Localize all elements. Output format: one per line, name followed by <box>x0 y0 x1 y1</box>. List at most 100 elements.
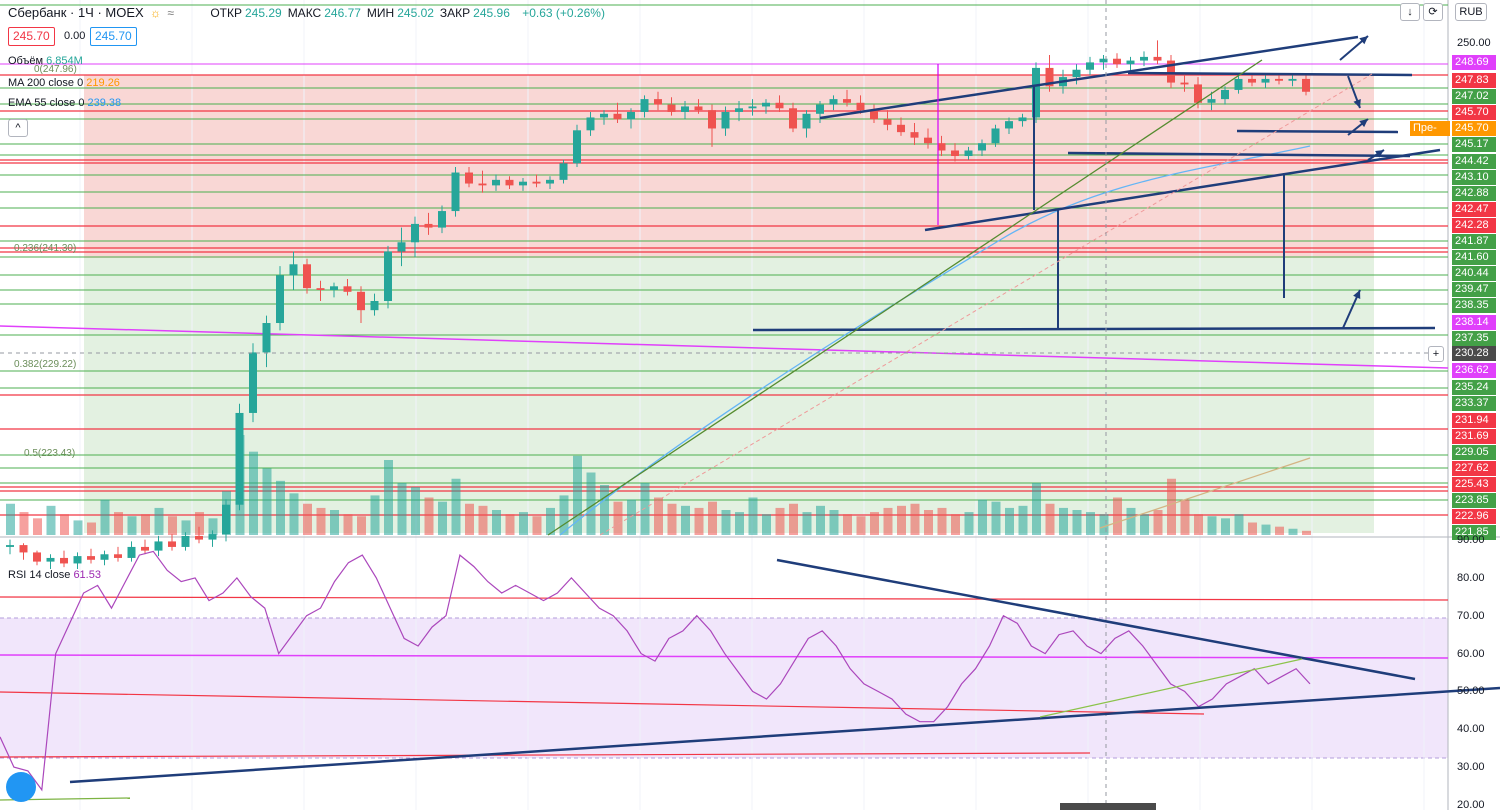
dashed-trendline <box>599 73 1373 536</box>
volume-bar <box>1248 522 1257 535</box>
candle-body <box>478 183 487 186</box>
volume-bar <box>1167 478 1176 535</box>
rsi-band <box>0 618 1448 758</box>
plus-icon[interactable]: + <box>1428 346 1444 362</box>
fib-label-0236: 0.236(241.30) <box>14 243 77 254</box>
price-scale-label: 225.43 <box>1452 477 1496 492</box>
price-scale-label: 247.02 <box>1452 89 1496 104</box>
volume-bar <box>276 480 285 535</box>
volume-bar <box>384 460 393 535</box>
ask-price[interactable]: 245.70 <box>90 27 137 46</box>
ema-line <box>559 145 1311 536</box>
arrow-head <box>1359 119 1368 128</box>
ema-legend[interactable]: EMA 55 close 0 239.38 <box>8 97 121 109</box>
candle-body <box>937 143 946 151</box>
volume-bar <box>1018 505 1028 535</box>
candle-body <box>667 104 676 112</box>
candle-body <box>978 143 986 151</box>
volume-bar <box>505 514 515 535</box>
price-scale-label: 230.28 <box>1452 346 1496 361</box>
volume-bar <box>600 485 609 535</box>
candle-body <box>181 535 190 547</box>
tradingview-logo-icon[interactable] <box>6 772 36 802</box>
premarket-tag: Пре- <box>1410 121 1450 136</box>
symbol-title[interactable]: Сбербанк · 1Ч · MOEX <box>8 5 144 20</box>
candle-body <box>748 106 757 109</box>
volume-bar <box>73 520 83 535</box>
volume-bar <box>492 510 501 535</box>
volume-bar <box>411 487 420 535</box>
candle-body <box>384 251 392 301</box>
price-scale-label: 245.70 <box>1452 105 1496 120</box>
candle-body <box>235 412 244 505</box>
candle-body <box>600 113 608 118</box>
candle-body <box>532 181 541 184</box>
ma-legend[interactable]: MA 200 close 0 219.26 <box>8 77 120 89</box>
volume-bar <box>208 518 218 535</box>
scroll-down-icon[interactable]: ↓ <box>1400 3 1420 21</box>
fib-zone-upper <box>84 75 1374 258</box>
price-scale-label: 240.44 <box>1452 266 1496 281</box>
ema-label: EMA 55 close 0 <box>8 97 85 109</box>
volume-bar <box>438 501 447 535</box>
candle-body <box>586 117 595 131</box>
rsi-scale-label: 50.00 <box>1457 685 1485 698</box>
volume-bar <box>1005 507 1014 535</box>
volume-bar <box>1045 503 1055 535</box>
volume-bar <box>397 482 407 535</box>
volume-bar <box>762 514 771 535</box>
price-scale-label: 241.60 <box>1452 250 1496 265</box>
reset-scale-icon[interactable]: ⟳ <box>1423 3 1443 21</box>
rsi-label: RSI 14 close <box>8 569 71 581</box>
price-scale-label: 221.85 <box>1452 525 1496 540</box>
rsi-legend[interactable]: RSI 14 close 61.53 <box>8 569 101 581</box>
green-trendline <box>547 59 1263 536</box>
currency-button[interactable]: RUB <box>1455 3 1487 21</box>
arrow-head <box>1375 150 1384 158</box>
volume-bar <box>1261 524 1271 535</box>
bid-price[interactable]: 245.70 <box>8 27 55 46</box>
candle-body <box>1045 67 1054 87</box>
eye-icon[interactable]: ≈ <box>167 6 174 20</box>
volume-bar <box>1032 482 1041 535</box>
volume-bar <box>519 512 528 535</box>
volume-bar <box>654 497 663 535</box>
volume-bar <box>951 514 960 535</box>
candle-body <box>249 352 257 413</box>
candle-body <box>127 546 136 558</box>
volume-bar <box>114 512 123 535</box>
price-scale-label: 231.69 <box>1452 429 1496 444</box>
crosshair-time-label <box>1060 803 1156 810</box>
candle-body <box>735 108 743 112</box>
price-scale-label: 235.24 <box>1452 380 1496 395</box>
candle-body <box>492 179 500 186</box>
arrow-head <box>1353 99 1361 108</box>
candle-body <box>222 504 230 535</box>
candle-body <box>640 99 649 112</box>
candle-body <box>1153 56 1162 61</box>
volume-label: Объём <box>8 55 44 67</box>
market-status-icon: ☼ <box>150 6 162 20</box>
volume-legend[interactable]: Объём 6.854M <box>8 55 83 67</box>
price-scale-label: 231.94 <box>1452 413 1496 428</box>
volume-bar <box>19 512 29 535</box>
collapse-legend-button[interactable]: ^ <box>8 119 28 137</box>
rsi-scale-label: 90.00 <box>1457 534 1485 546</box>
arrow-head <box>1353 290 1361 299</box>
candle-body <box>1167 60 1175 83</box>
rsi-line <box>0 550 1311 792</box>
volume-bar <box>141 514 150 535</box>
price-scale-label: 238.35 <box>1452 298 1496 313</box>
rsi-red-level-top <box>0 596 1449 601</box>
rsi-scale-label: 40.00 <box>1457 723 1485 736</box>
candle-body <box>1221 89 1229 100</box>
candle-body <box>33 552 41 562</box>
volume-bar <box>843 514 852 535</box>
candle-body <box>910 132 919 138</box>
price-scale-label: 250.00 <box>1457 37 1491 49</box>
volume-value: 6.854M <box>46 55 83 67</box>
trendline-drawing <box>752 326 1436 332</box>
ma-value: 219.26 <box>86 77 120 89</box>
